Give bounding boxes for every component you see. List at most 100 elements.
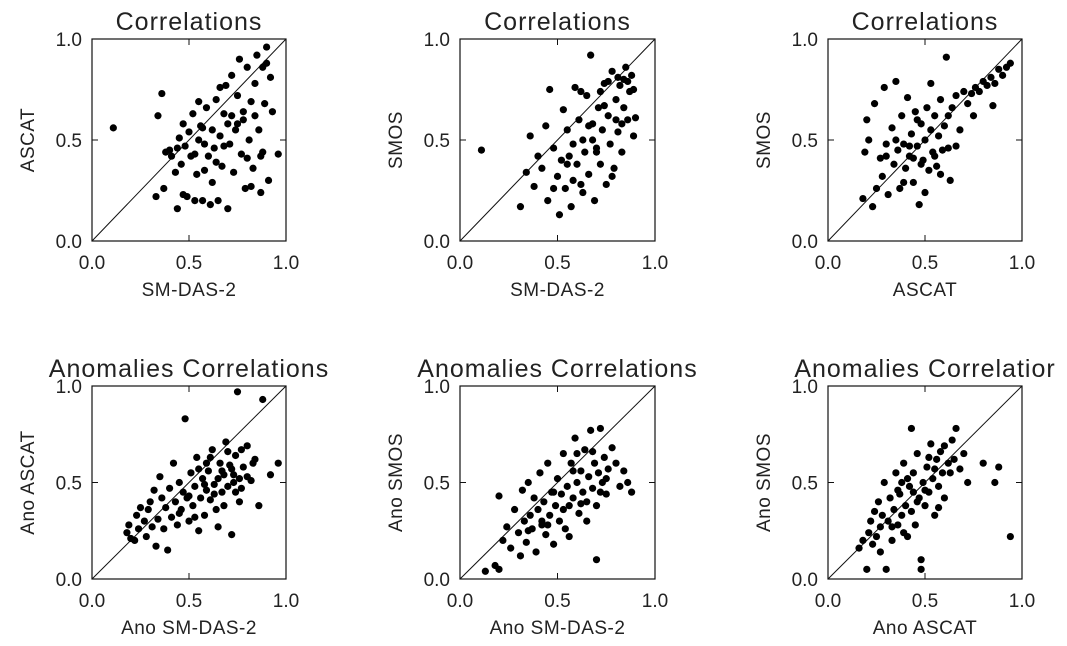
data-point bbox=[905, 142, 914, 150]
data-point bbox=[243, 63, 251, 71]
data-point bbox=[185, 492, 193, 500]
data-point bbox=[557, 156, 566, 164]
data-point bbox=[620, 467, 628, 475]
data-point bbox=[200, 511, 209, 519]
y-tick-label: 1.0 bbox=[792, 377, 818, 398]
data-point bbox=[561, 525, 569, 533]
x-tick-label: 0.0 bbox=[815, 591, 841, 612]
data-point bbox=[960, 87, 968, 96]
data-point bbox=[233, 91, 242, 100]
data-point bbox=[934, 482, 943, 490]
data-point bbox=[587, 426, 595, 434]
data-point bbox=[208, 446, 216, 454]
data-point bbox=[600, 453, 608, 462]
x-tick-label: 0.5 bbox=[176, 591, 202, 612]
data-point bbox=[952, 142, 960, 150]
data-point bbox=[913, 142, 921, 150]
data-point bbox=[628, 71, 636, 79]
data-point bbox=[162, 503, 170, 512]
data-point bbox=[911, 108, 919, 116]
data-point bbox=[231, 126, 240, 134]
data-point bbox=[175, 478, 183, 487]
data-point bbox=[1006, 59, 1014, 67]
data-point bbox=[567, 203, 575, 211]
data-point bbox=[235, 475, 244, 483]
data-point bbox=[563, 126, 571, 134]
data-point bbox=[239, 108, 247, 116]
data-point bbox=[230, 478, 238, 487]
data-point bbox=[154, 515, 162, 523]
y-axis-label: SMOS bbox=[754, 111, 775, 169]
y-tick-label: 0.5 bbox=[792, 474, 818, 495]
data-point bbox=[237, 484, 245, 492]
data-point bbox=[191, 513, 199, 521]
x-tick-label: 0.5 bbox=[176, 253, 202, 274]
data-point bbox=[577, 500, 585, 508]
data-point bbox=[534, 505, 542, 514]
x-tick-label: 0.5 bbox=[544, 253, 570, 274]
data-point bbox=[193, 170, 201, 178]
data-point bbox=[179, 120, 187, 128]
data-point bbox=[898, 112, 906, 120]
data-point bbox=[169, 459, 178, 467]
data-point bbox=[158, 89, 166, 98]
data-point bbox=[940, 122, 949, 130]
data-point bbox=[596, 160, 605, 168]
data-point bbox=[882, 565, 890, 573]
data-point bbox=[536, 469, 544, 477]
data-point bbox=[577, 180, 585, 189]
data-point bbox=[212, 158, 220, 166]
data-point bbox=[532, 548, 540, 556]
data-point bbox=[909, 154, 917, 162]
data-point bbox=[550, 144, 558, 152]
data-point bbox=[870, 100, 879, 108]
data-point bbox=[903, 475, 912, 483]
data-point bbox=[546, 85, 554, 94]
data-point bbox=[987, 73, 995, 81]
data-point bbox=[892, 136, 900, 144]
data-point bbox=[175, 509, 183, 517]
data-point bbox=[956, 465, 964, 473]
x-tick-label: 0.5 bbox=[544, 591, 570, 612]
y-tick-label: 0.5 bbox=[56, 131, 82, 152]
data-point bbox=[565, 152, 573, 160]
data-point bbox=[241, 184, 249, 193]
data-point bbox=[876, 523, 884, 531]
data-point bbox=[247, 182, 255, 191]
data-point bbox=[154, 112, 162, 120]
data-point bbox=[526, 132, 534, 140]
data-point bbox=[193, 453, 201, 462]
data-point bbox=[884, 517, 892, 525]
data-point bbox=[237, 446, 245, 454]
data-point bbox=[872, 184, 881, 193]
data-point bbox=[888, 523, 896, 531]
data-point bbox=[900, 529, 908, 537]
data-point bbox=[859, 194, 867, 203]
data-point bbox=[561, 184, 569, 193]
panel-title: Anomalies Correlations bbox=[417, 355, 697, 383]
data-point bbox=[948, 104, 956, 112]
data-point bbox=[902, 502, 910, 510]
data-point bbox=[222, 438, 230, 446]
data-point bbox=[202, 486, 211, 494]
data-point bbox=[598, 126, 606, 134]
data-point bbox=[596, 424, 605, 433]
data-point bbox=[235, 498, 244, 506]
data-point bbox=[567, 459, 575, 467]
data-point bbox=[571, 434, 579, 442]
data-point bbox=[921, 486, 929, 494]
data-point bbox=[944, 459, 952, 467]
y-axis-label: Ano SMOS bbox=[386, 433, 407, 532]
panel-1: 0.0 0.5 1.0 0.0 0.5 1.0 Correlations SM-DAS-2 AS… bbox=[18, 8, 299, 301]
y-axis-label: Ano SMOS bbox=[754, 433, 775, 532]
data-point bbox=[902, 164, 910, 172]
data-point bbox=[592, 148, 601, 156]
y-tick-label: 1.0 bbox=[56, 30, 82, 51]
data-point bbox=[544, 197, 552, 205]
data-point bbox=[890, 505, 898, 514]
data-point bbox=[952, 424, 960, 433]
data-point bbox=[550, 540, 558, 548]
data-point bbox=[499, 536, 507, 545]
data-point bbox=[594, 469, 603, 477]
